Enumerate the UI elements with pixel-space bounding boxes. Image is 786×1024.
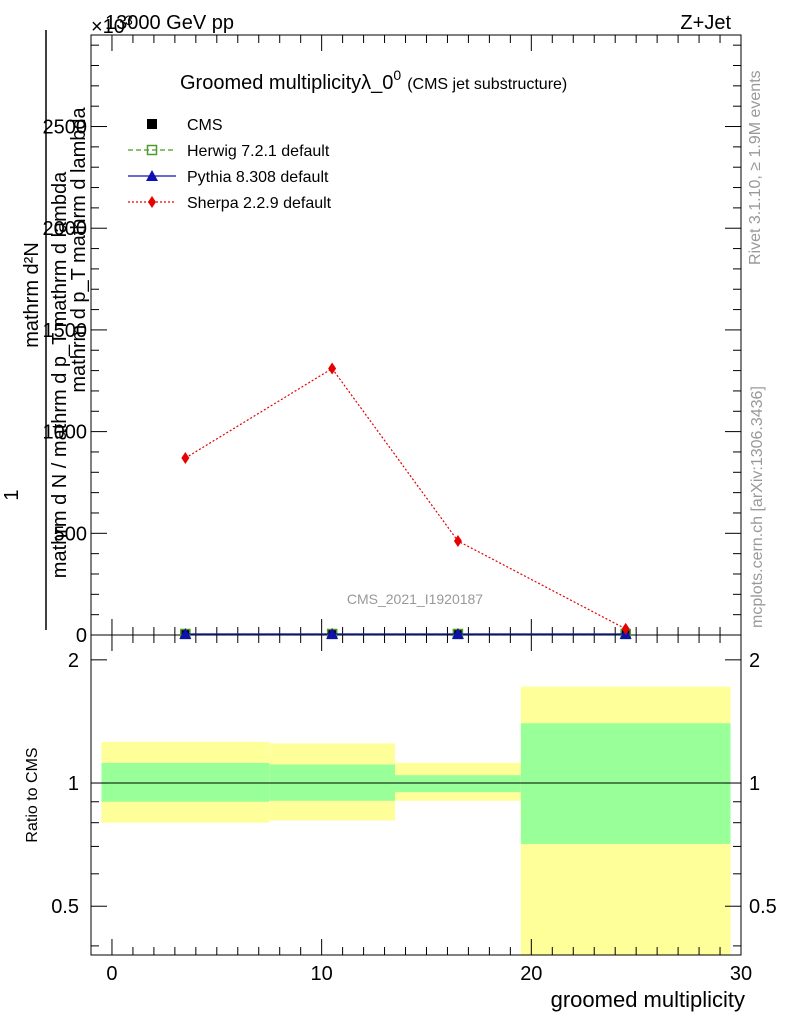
ratio-y-axis-label: Ratio to CMS — [24, 747, 41, 842]
chart-title-main: Groomed multiplicityλ_0 — [180, 72, 393, 94]
legend-marker — [147, 119, 157, 129]
main-y-axis-label: mathrm d²N 1 mathrm d N / mathrm d p_T m… — [1, 30, 90, 630]
y-tick-label: 2000 — [43, 218, 88, 240]
chart-title: Groomed multiplicityλ_00 (CMS jet substru… — [180, 67, 567, 94]
ylabel-inner-denominator: mathrm d p_T mathrm d lambda — [68, 106, 90, 392]
stat-uncertainty-band — [101, 762, 270, 802]
process-label: Z+Jet — [680, 12, 731, 34]
ylabel-prefix: 1 — [1, 489, 23, 500]
data-point — [179, 628, 192, 639]
legend-label: Pythia 8.308 default — [187, 169, 329, 186]
ylabel-denominator: mathrm d N / mathrm d p_T mathrm d lambd… — [49, 171, 71, 578]
rivet-version-label: Rivet 3.1.10, ≥ 1.9M events — [747, 70, 764, 265]
ratio-y-tick-label: 1 — [68, 773, 79, 795]
y-tick-label: 0 — [76, 625, 87, 647]
exponent-base: ×10 — [91, 16, 125, 38]
ratio-y-tick-label-right: 2 — [749, 650, 760, 672]
chart-title-suffix: (CMS jet substructure) — [407, 76, 567, 93]
data-point — [621, 622, 630, 635]
exponent-power: 3 — [125, 12, 133, 28]
x-tick-label: 10 — [311, 963, 333, 985]
ratio-x-axis: 0 10 20 30 — [106, 635, 752, 985]
ratio-plot-frame — [90, 634, 742, 956]
ratio-y-tick-label-right: 0.5 — [749, 896, 777, 918]
chart-title-sup: 0 — [393, 67, 401, 83]
legend-label: Sherpa 2.2.9 default — [187, 195, 332, 212]
data-point — [181, 452, 190, 465]
legend-label: CMS — [187, 117, 223, 134]
series-layer — [179, 362, 632, 640]
ratio-y-tick-label: 0.5 — [51, 896, 79, 918]
legend-label: Herwig 7.2.1 default — [187, 143, 330, 160]
main-y-axis: 0 500 1000 1500 2000 2500 — [43, 44, 741, 647]
x-tick-label: 30 — [730, 963, 752, 985]
stat-uncertainty-band — [520, 723, 731, 844]
data-point — [326, 628, 339, 639]
ylabel-numerator: mathrm d²N — [21, 242, 43, 348]
y-tick-label: 1500 — [43, 320, 88, 342]
legend: CMS Herwig 7.2.1 default Pythia 8.308 defa… — [128, 117, 332, 212]
legend-marker — [146, 144, 158, 156]
y-tick-label: 1000 — [43, 422, 88, 444]
stat-uncertainty-band — [395, 775, 521, 793]
data-point — [328, 362, 337, 375]
ratio-y-tick-label-right: 1 — [749, 773, 760, 795]
x-tick-label: 0 — [106, 963, 117, 985]
exponent-label: ×103 — [91, 12, 133, 38]
analysis-watermark: CMS_2021_I1920187 — [347, 591, 483, 607]
x-axis-label: groomed multiplicity — [551, 987, 745, 1012]
ratio-y-tick-label: 2 — [68, 650, 79, 672]
y-tick-label: 500 — [54, 523, 87, 545]
ratio-bands — [101, 686, 731, 955]
series-line — [185, 367, 626, 630]
legend-marker — [148, 196, 156, 208]
data-point — [453, 535, 462, 548]
mcplots-label: mcplots.cern.ch [arXiv:1306.3436] — [749, 386, 766, 628]
energy-label: 13000 GeV pp — [105, 12, 234, 34]
y-tick-label: 2500 — [43, 117, 88, 139]
x-tick-label: 20 — [520, 963, 542, 985]
legend-marker — [146, 170, 158, 181]
data-point — [451, 628, 464, 639]
